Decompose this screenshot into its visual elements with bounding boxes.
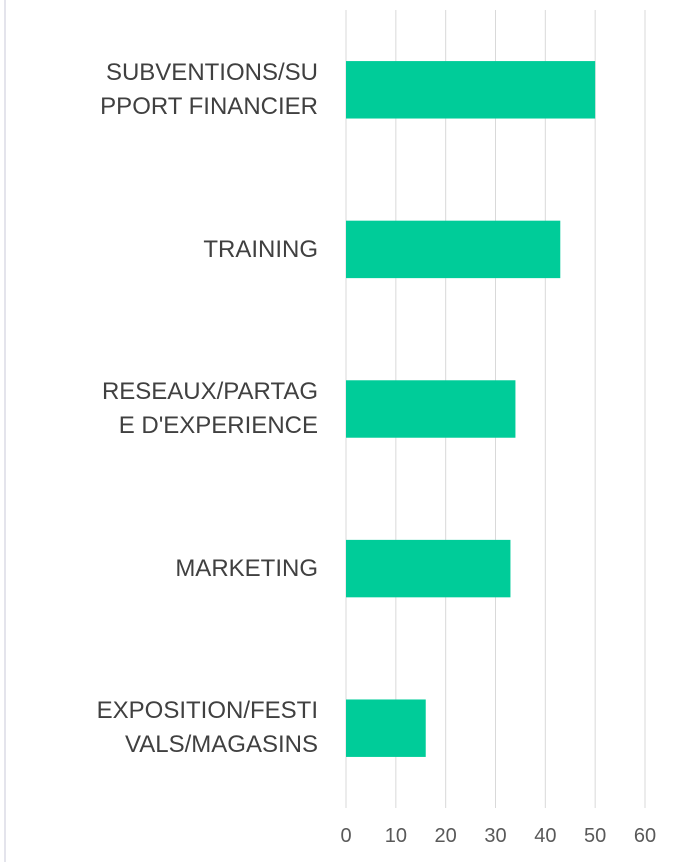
y-tick-label: TRAINING: [203, 235, 318, 263]
x-tick-label: 10: [385, 825, 407, 847]
x-tick-label: 50: [584, 825, 606, 847]
category-label-box: TRAINING: [203, 235, 318, 263]
bar: [346, 220, 561, 279]
x-tick-label: 60: [634, 825, 656, 847]
category-label-box: MARKETING: [175, 554, 318, 582]
x-tick-label: 0: [340, 825, 351, 847]
bar: [346, 699, 426, 757]
category-label-box: SUBVENTIONS/SU PPORT FINANCIER: [100, 59, 318, 120]
x-tick-label: 30: [484, 825, 506, 847]
bar: [346, 61, 596, 119]
y-tick-label: EXPOSITION/FESTI VALS/MAGASINS: [96, 697, 318, 759]
category-label-box: RESEAUX/PARTAG E D'EXPERIENCE: [101, 378, 318, 440]
x-tick-label: 20: [435, 825, 457, 847]
y-tick-label: SUBVENTIONS/SU PPORT FINANCIER: [100, 59, 318, 120]
y-tick-label: RESEAUX/PARTAG E D'EXPERIENCE: [101, 378, 318, 440]
category-label-box: EXPOSITION/FESTI VALS/MAGASINS: [96, 697, 318, 759]
bar: [346, 380, 516, 438]
bar: [346, 539, 511, 598]
x-tick-label: 40: [534, 825, 556, 847]
y-tick-label: MARKETING: [175, 554, 318, 582]
